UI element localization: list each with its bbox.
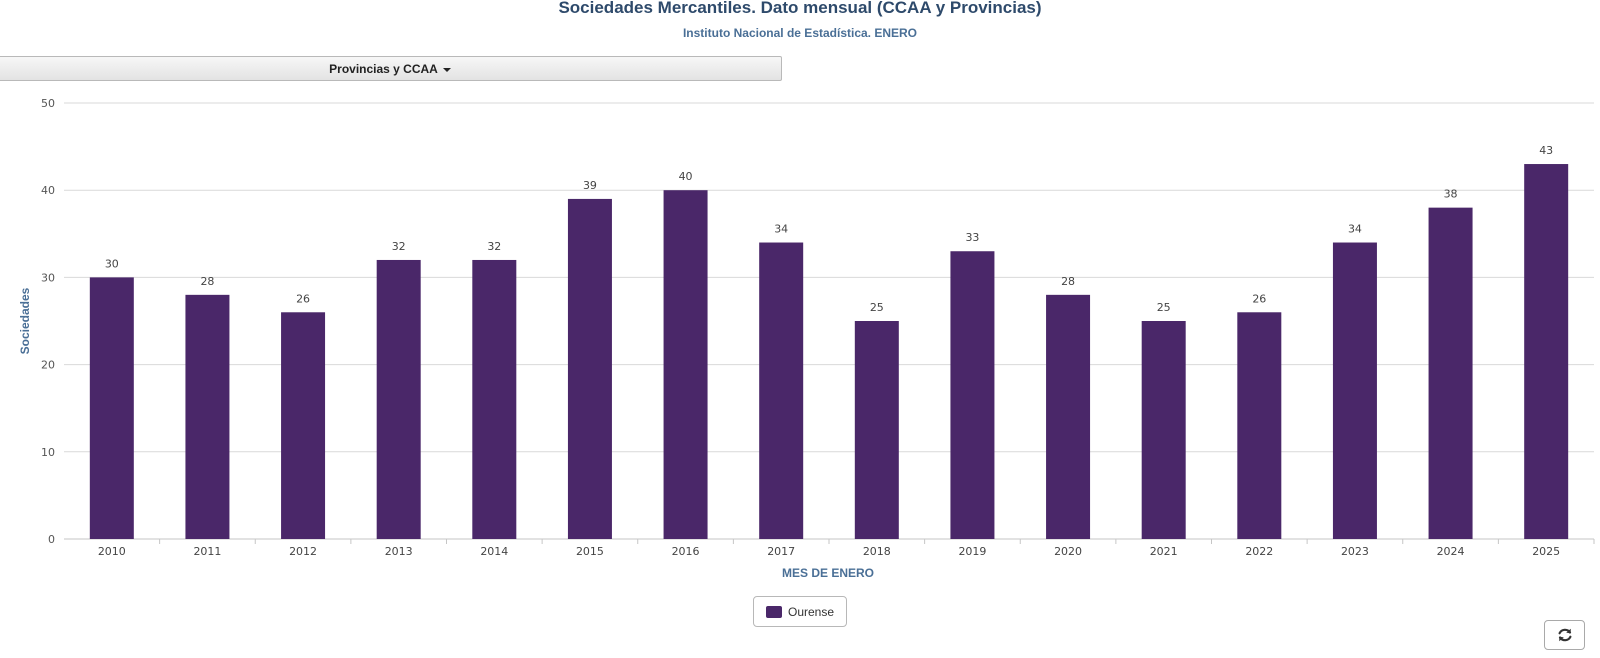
x-tick-label-2015: 2015 (576, 545, 604, 558)
region-filter-dropdown[interactable]: Provincias y CCAA (0, 56, 782, 81)
x-axis-title: MES DE ENERO (782, 566, 874, 580)
bar-2010[interactable] (89, 277, 134, 539)
bar-2012[interactable] (281, 312, 326, 539)
x-tick-label-2024: 2024 (1437, 545, 1465, 558)
region-filter-label: Provincias y CCAA (329, 61, 438, 76)
bar-2016[interactable] (663, 190, 708, 539)
legend-swatch (765, 605, 782, 618)
data-label-2018: 25 (870, 301, 884, 314)
data-label-2013: 32 (392, 240, 406, 253)
x-axis-ticks: 2010 2011 2012 2013 2014 2015 2016 2017 2018 2019… (98, 539, 1595, 558)
bar-2014[interactable] (472, 259, 517, 539)
bar-2024[interactable] (1428, 207, 1473, 539)
data-label-2025: 43 (1539, 144, 1553, 157)
data-label-2019: 33 (965, 231, 979, 244)
data-label-2022: 26 (1252, 292, 1266, 305)
data-labels: 30 28 26 32 32 39 40 34 25 33 28 25 26 34 38 43 (105, 144, 1553, 314)
bar-2019[interactable] (950, 251, 995, 540)
x-tick-label-2016: 2016 (672, 545, 700, 558)
x-tick-label-2010: 2010 (98, 545, 126, 558)
data-label-2020: 28 (1061, 275, 1075, 288)
x-tick-label-2020: 2020 (1054, 545, 1082, 558)
legend-label: Ourense (787, 604, 835, 619)
y-tick-label: 20 (41, 359, 55, 372)
x-tick-label-2013: 2013 (385, 545, 413, 558)
x-tick-label-2017: 2017 (767, 545, 795, 558)
data-label-2023: 34 (1348, 223, 1362, 236)
data-label-2014: 32 (487, 240, 501, 253)
bar-2018[interactable] (854, 321, 899, 539)
legend-item-ourense[interactable]: Ourense (753, 596, 847, 627)
x-tick-label-2023: 2023 (1341, 545, 1369, 558)
chart-title: Sociedades Mercantiles. Dato mensual (CC… (558, 0, 1042, 17)
y-axis-title: Sociedades (18, 287, 32, 354)
refresh-button[interactable] (1544, 620, 1585, 650)
y-tick-label: 10 (41, 446, 55, 459)
y-axis-ticks: 0 10 20 30 40 50 (41, 97, 55, 546)
bar-series-ourense[interactable] (89, 164, 1569, 540)
y-tick-label: 0 (48, 533, 55, 546)
bar-2022[interactable] (1237, 312, 1282, 539)
data-label-2011: 28 (200, 275, 214, 288)
caret-down-icon (442, 67, 451, 72)
x-tick-label-2022: 2022 (1245, 545, 1273, 558)
refresh-icon (1558, 628, 1571, 642)
data-label-2024: 38 (1444, 188, 1458, 201)
bar-2025[interactable] (1524, 164, 1569, 540)
bar-2015[interactable] (567, 198, 612, 540)
data-label-2021: 25 (1157, 301, 1171, 314)
data-label-2016: 40 (679, 170, 693, 183)
data-label-2015: 39 (583, 179, 597, 192)
x-tick-label-2011: 2011 (193, 545, 221, 558)
x-tick-label-2012: 2012 (289, 545, 317, 558)
data-label-2010: 30 (105, 257, 119, 270)
x-tick-label-2025: 2025 (1532, 545, 1560, 558)
y-tick-label: 50 (41, 97, 55, 110)
x-tick-label-2021: 2021 (1150, 545, 1178, 558)
y-tick-label: 30 (41, 271, 55, 284)
x-tick-label-2014: 2014 (480, 545, 508, 558)
bar-2023[interactable] (1332, 242, 1377, 539)
data-label-2012: 26 (296, 292, 310, 305)
bar-2020[interactable] (1046, 294, 1091, 539)
bar-2011[interactable] (185, 294, 230, 539)
x-tick-label-2019: 2019 (958, 545, 986, 558)
bar-2017[interactable] (759, 242, 804, 539)
bar-2021[interactable] (1141, 321, 1186, 539)
x-tick-label-2018: 2018 (863, 545, 891, 558)
chart-subtitle: Instituto Nacional de Estadística. ENERO (682, 26, 918, 40)
y-tick-label: 40 (41, 184, 55, 197)
data-label-2017: 34 (774, 223, 788, 236)
bar-2013[interactable] (376, 259, 421, 539)
